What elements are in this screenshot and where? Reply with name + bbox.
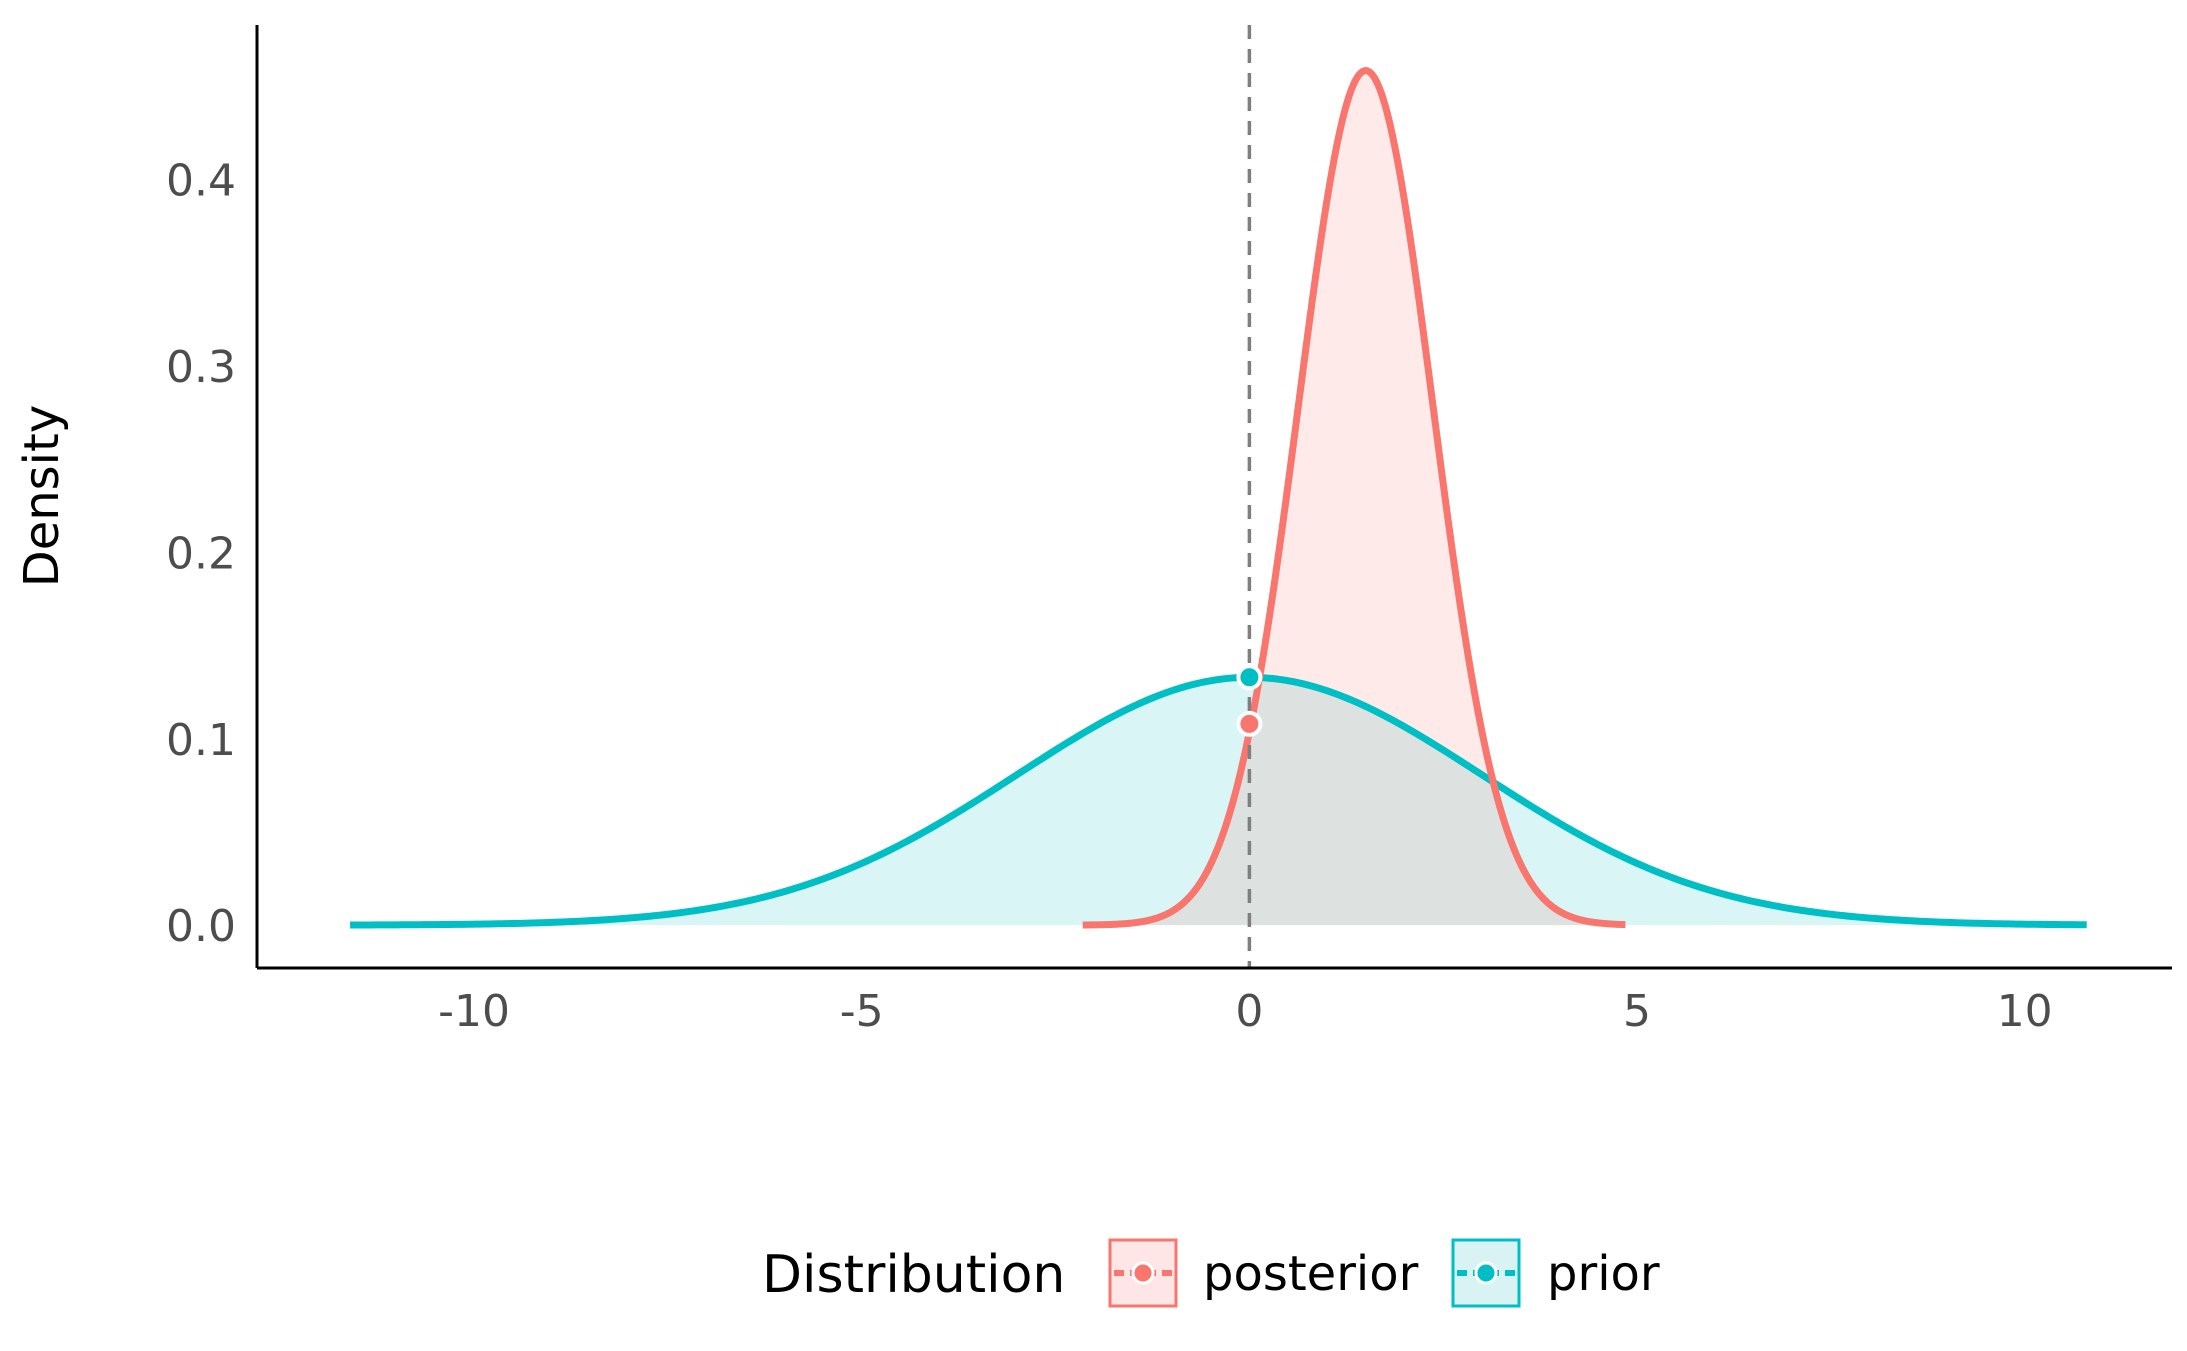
y-tick-labels: 0.0 0.1 0.2 0.3 0.4 (166, 156, 236, 952)
x-tick-label: 10 (1997, 986, 2053, 1037)
x-tick-label: -5 (840, 986, 884, 1037)
legend-key-point-posterior (1131, 1261, 1155, 1285)
y-tick-label: 0.3 (166, 342, 236, 393)
reference-points (1236, 664, 1263, 737)
x-tick-labels: -10 -5 0 5 10 (438, 986, 2053, 1037)
legend-item-prior: prior (1451, 1238, 1660, 1308)
legend-item-posterior: posterior (1108, 1238, 1419, 1308)
y-axis-title: Density (14, 405, 70, 587)
posterior-area (1082, 70, 1626, 926)
density-lines (350, 67, 2087, 929)
legend-key-point-prior (1474, 1261, 1498, 1285)
y-tick-label: 0.2 (166, 528, 236, 579)
legend-label-prior: prior (1547, 1246, 1660, 1302)
x-tick-label: 0 (1235, 986, 1263, 1037)
legend: Distribution posterior prior (762, 1238, 1660, 1308)
x-tick-label: 5 (1623, 986, 1651, 1037)
y-tick-label: 0.4 (166, 156, 236, 207)
x-tick-label: -10 (438, 986, 510, 1037)
y-tick-label: 0.0 (166, 901, 236, 952)
axes (255, 25, 2172, 970)
legend-title: Distribution (762, 1245, 1065, 1305)
posterior-line (1080, 67, 1628, 929)
prior-point (1236, 664, 1263, 691)
y-tick-label: 0.1 (166, 715, 236, 766)
posterior-point (1236, 710, 1263, 737)
legend-label-posterior: posterior (1203, 1246, 1419, 1302)
prior-line (350, 673, 2087, 929)
prior-area (350, 677, 2087, 926)
density-areas (350, 70, 2087, 926)
